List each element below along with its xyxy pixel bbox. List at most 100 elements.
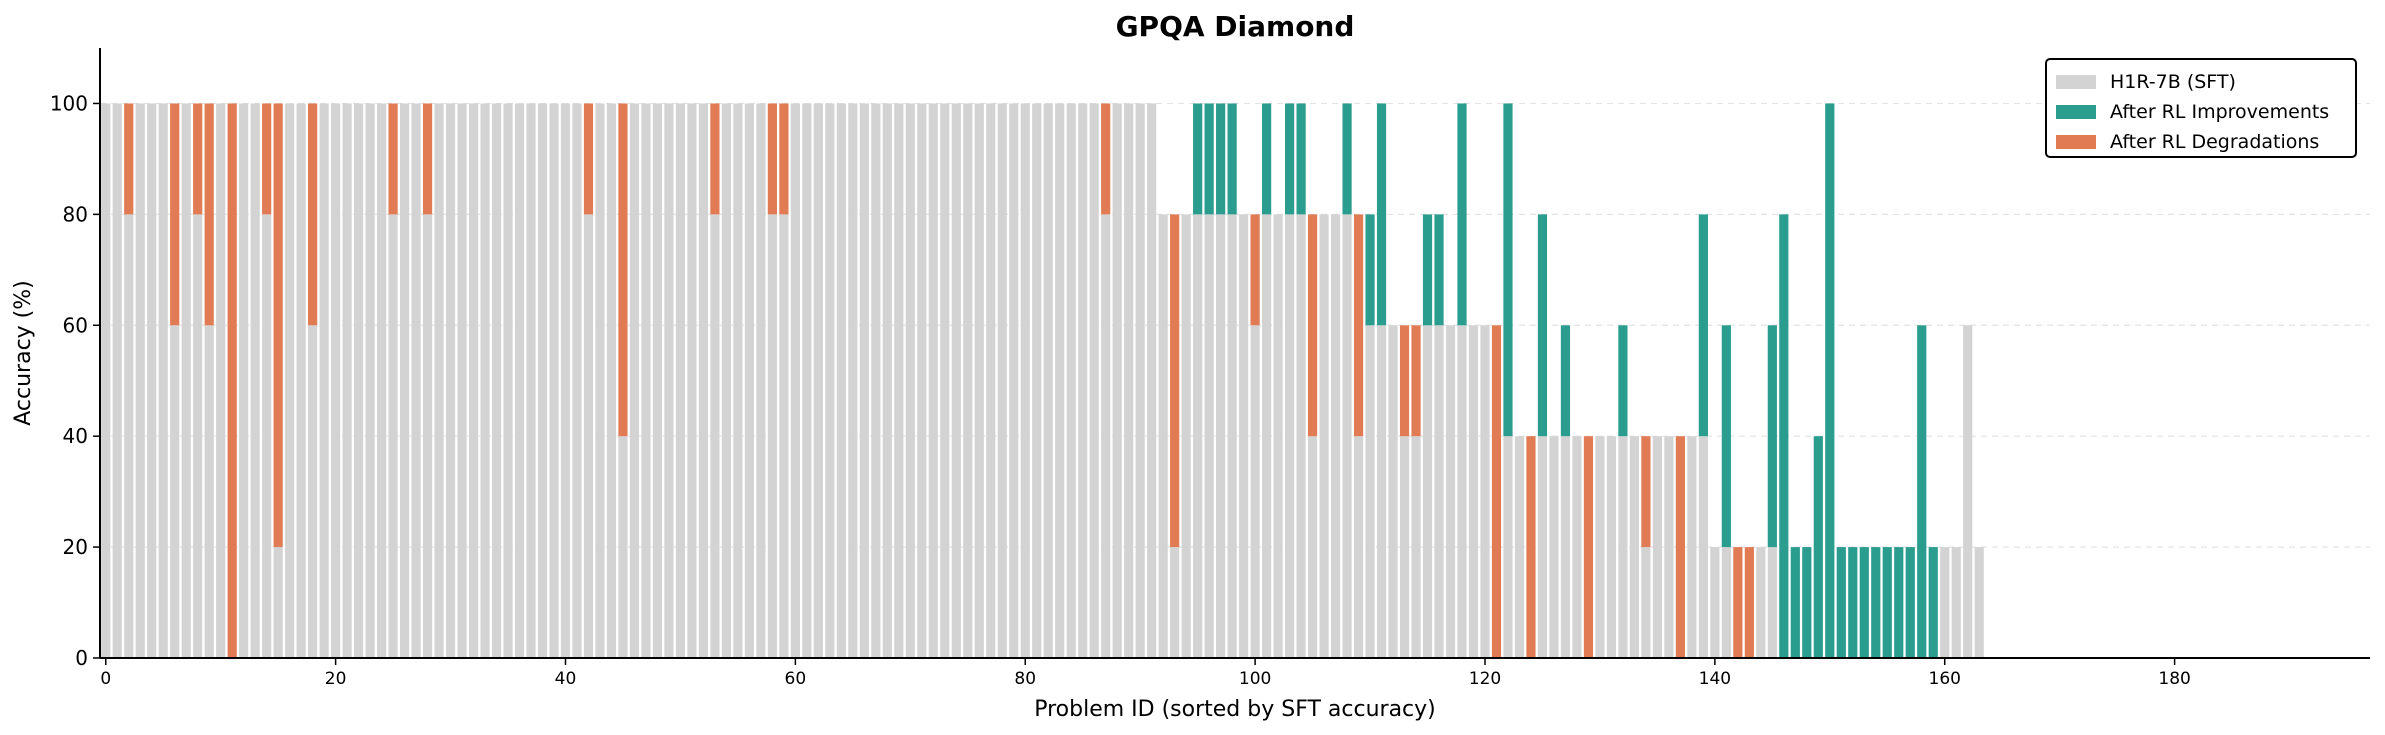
- bar-degradation: [1744, 547, 1754, 658]
- bar-sft: [1549, 436, 1559, 658]
- y-tick-label: 100: [50, 91, 88, 115]
- bar-sft: [1342, 214, 1352, 658]
- y-tick-label: 20: [63, 535, 88, 559]
- bar-sft: [170, 325, 180, 658]
- y-tick-label: 0: [75, 646, 88, 670]
- y-tick-label: 40: [63, 424, 88, 448]
- bar-sft: [1147, 103, 1157, 659]
- bar-sft: [1721, 547, 1731, 658]
- bar-sft: [1365, 325, 1375, 658]
- bar-sft: [1066, 103, 1076, 659]
- bar-sft: [1468, 325, 1479, 658]
- bar-sft: [1457, 325, 1467, 658]
- bar-degradation: [262, 103, 272, 215]
- bar-sft: [285, 103, 295, 659]
- legend-box: [2045, 58, 2357, 158]
- bar-sft: [181, 103, 191, 659]
- bar-sft: [1089, 103, 1099, 659]
- bar-sft: [675, 103, 686, 659]
- x-tick-label: 20: [325, 669, 347, 689]
- bar-sft: [606, 103, 617, 659]
- bar-improvement: [1376, 103, 1387, 326]
- bar-sft: [1284, 214, 1295, 658]
- bar-degradation: [1250, 214, 1260, 326]
- bar-sft: [951, 103, 961, 659]
- legend-swatch-degradations: [2056, 135, 2096, 149]
- bar-sft: [273, 547, 283, 658]
- bar-sft: [1767, 547, 1777, 658]
- bar-sft: [1963, 325, 1973, 658]
- bar-degradation: [308, 103, 318, 326]
- bar-improvement: [1871, 547, 1881, 658]
- bar-degradation: [422, 103, 433, 215]
- bar-sft: [1158, 214, 1168, 658]
- bar-sft: [491, 103, 502, 659]
- bar-sft: [549, 103, 559, 659]
- bar-sft: [1411, 436, 1421, 658]
- x-tick-label: 160: [1929, 669, 1961, 689]
- bar-improvement: [1882, 547, 1892, 658]
- bar-sft: [1595, 436, 1605, 658]
- bar-degradation: [1641, 436, 1651, 548]
- bar-degradation: [1491, 325, 1502, 658]
- bar-sft: [595, 103, 605, 659]
- bar-sft: [1376, 325, 1387, 658]
- bar-sft: [204, 325, 214, 658]
- bar-sft: [376, 103, 387, 659]
- bar-improvement: [1284, 103, 1295, 215]
- bar-sft: [1434, 325, 1444, 658]
- bar-improvement: [1422, 214, 1433, 326]
- x-tick-label: 80: [1014, 669, 1036, 689]
- bar-sft: [1514, 436, 1525, 658]
- bar-sft: [1445, 325, 1456, 658]
- bar-sft: [1193, 214, 1203, 658]
- bar-sft: [560, 103, 571, 659]
- bar-degradation: [204, 103, 214, 326]
- bar-sft: [399, 103, 410, 659]
- bar-improvement: [1917, 325, 1927, 658]
- bar-sft: [250, 103, 260, 659]
- bar-degradation: [1353, 214, 1364, 437]
- bar-improvement: [1262, 103, 1272, 215]
- bar-sft: [756, 103, 766, 659]
- bar-sft: [422, 214, 433, 658]
- bar-sft: [779, 214, 789, 658]
- bar-sft: [1641, 547, 1651, 658]
- bar-sft: [871, 103, 881, 659]
- chart-title: GPQA Diamond: [1116, 10, 1355, 43]
- bar-sft: [802, 103, 812, 659]
- bar-sft: [790, 103, 800, 659]
- bar-sft: [1216, 214, 1226, 658]
- bar-sft: [503, 103, 513, 659]
- bar-improvement: [1779, 214, 1789, 658]
- bar-sft: [1319, 214, 1329, 658]
- bar-sft: [1503, 436, 1513, 658]
- bar-improvement: [1836, 547, 1846, 658]
- bar-sft: [537, 103, 548, 659]
- bar-sft: [354, 103, 364, 659]
- bar-sft: [1101, 214, 1111, 658]
- bar-sft: [664, 103, 674, 659]
- bar-sft: [342, 103, 352, 659]
- bar-sft: [1307, 436, 1318, 658]
- bar-sft: [1606, 436, 1617, 658]
- bar-sft: [859, 103, 869, 659]
- bar-sft: [882, 103, 892, 659]
- bar-sft: [905, 103, 915, 659]
- legend-label-improvements: After RL Improvements: [2110, 101, 2329, 123]
- bar-sft: [514, 103, 525, 659]
- bar-improvement: [1503, 103, 1513, 437]
- bar-sft: [1951, 547, 1961, 658]
- bar-degradation: [1675, 436, 1685, 658]
- bar-sft: [652, 103, 663, 659]
- bar-sft: [836, 103, 846, 659]
- bar-sft: [744, 103, 754, 659]
- bar-sft: [112, 103, 122, 659]
- bar-improvement: [1894, 547, 1904, 658]
- bar-sft: [1239, 214, 1249, 658]
- x-tick-label: 40: [555, 669, 577, 689]
- bar-sft: [388, 214, 398, 658]
- bar-sft: [308, 325, 318, 658]
- bar-sft: [1330, 214, 1341, 658]
- bar-sft: [216, 103, 226, 659]
